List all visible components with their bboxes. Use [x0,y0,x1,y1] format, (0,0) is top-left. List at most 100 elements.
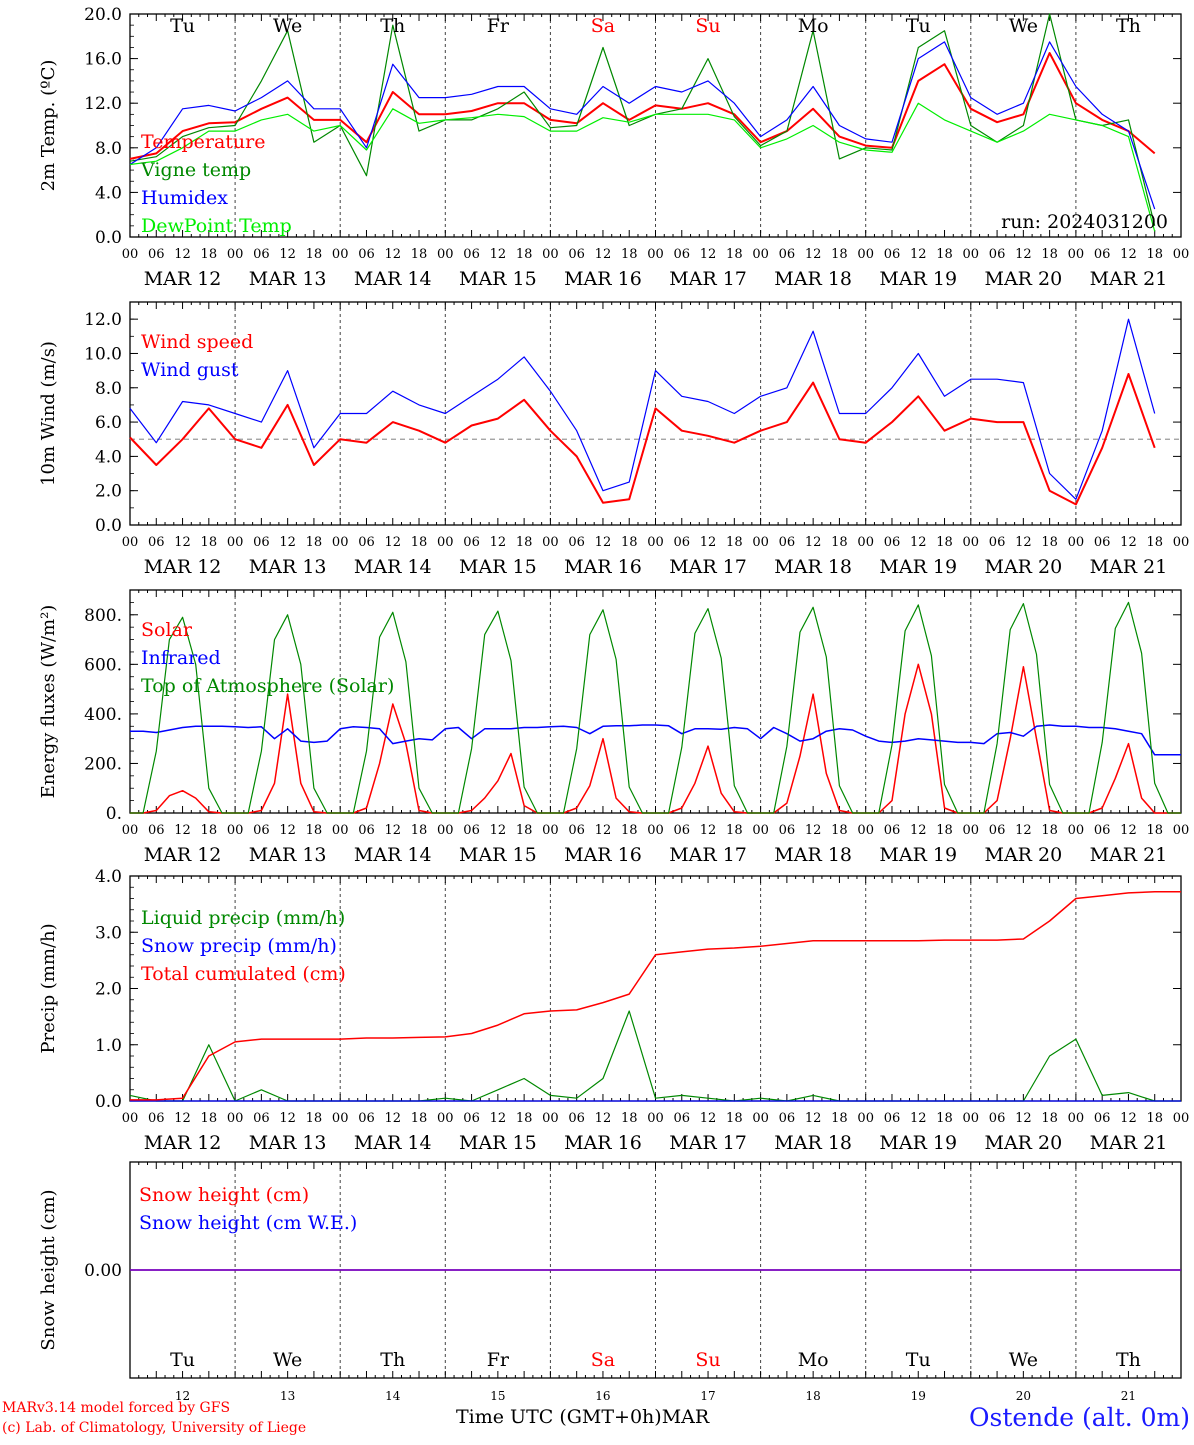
date-label: MAR 20 [984,844,1062,866]
hour-tick-label: 00 [227,1111,244,1126]
hour-tick-label: 00 [857,247,874,262]
hour-tick-label: 18 [411,1111,428,1126]
day-number-label: 13 [280,1389,295,1403]
weekday-label: Fr [487,1349,510,1371]
series-line [129,373,1156,506]
hour-tick-label: 18 [516,247,533,262]
hour-tick-label: 00 [332,823,349,838]
hour-tick-label: 12 [490,823,507,838]
hour-tick-label: 00 [963,535,980,550]
hour-tick-label: 12 [595,247,612,262]
date-label: MAR 12 [144,268,222,290]
hour-tick-label: 18 [831,823,848,838]
y-tick-label: 3.0 [95,923,122,943]
hour-tick-label: 00 [542,823,559,838]
run-annotation: run: 2024031200 [1001,211,1168,233]
weekday-label: Sa [591,1349,615,1371]
legend-entry: Snow precip (mm/h) [141,935,337,957]
y-tick-label: 600. [84,655,122,675]
date-label: MAR 20 [984,268,1062,290]
hour-tick-label: 00 [332,1111,349,1126]
hour-tick-label: 18 [201,1111,218,1126]
hour-tick-label: 06 [568,247,585,262]
weekday-label: We [1009,15,1038,37]
date-label: MAR 16 [564,556,642,578]
hour-tick-label: 00 [963,823,980,838]
weekday-label: Mo [798,15,829,37]
date-label: MAR 18 [774,268,852,290]
date-label: MAR 13 [249,844,327,866]
hour-tick-label: 00 [963,1111,980,1126]
date-label: MAR 21 [1090,1132,1168,1154]
hour-tick-label: 18 [201,535,218,550]
y-tick-label: 0.0 [95,1092,122,1112]
hour-tick-label: 18 [726,1111,743,1126]
hour-tick-label: 00 [1068,823,1085,838]
hour-tick-label: 18 [831,1111,848,1126]
hour-tick-label: 06 [1094,823,1111,838]
date-label: MAR 17 [669,556,747,578]
date-label: MAR 16 [564,1132,642,1154]
hour-tick-label: 12 [279,823,296,838]
hour-tick-label: 06 [779,823,796,838]
hour-tick-label: 00 [542,535,559,550]
hour-tick-label: 12 [805,247,822,262]
weekday-label: Mo [798,1349,829,1371]
date-label: MAR 16 [564,844,642,866]
hour-tick-label: 06 [1094,1111,1111,1126]
date-label: MAR 20 [984,1132,1062,1154]
hour-tick-label: 00 [1173,823,1190,838]
hour-tick-label: 18 [201,247,218,262]
y-axis-label: 10m Wind (m/s) [38,341,59,486]
hour-tick-label: 18 [1041,823,1058,838]
hour-tick-label: 00 [1068,535,1085,550]
hour-tick-label: 00 [752,535,769,550]
x-axis-title: Time UTC (GMT+0h)MAR [456,1406,709,1428]
hour-tick-label: 00 [1173,247,1190,262]
hour-tick-label: 06 [358,1111,375,1126]
series-line [130,724,1181,756]
hour-tick-label: 12 [1015,1111,1032,1126]
hour-tick-label: 06 [779,535,796,550]
date-label: MAR 17 [669,1132,747,1154]
y-tick-label: 12.0 [84,94,122,114]
day-number-label: 17 [700,1389,715,1403]
hour-tick-label: 06 [884,823,901,838]
hour-tick-label: 12 [490,247,507,262]
hour-tick-label: 18 [936,535,953,550]
hour-tick-label: 00 [1068,1111,1085,1126]
hour-tick-label: 18 [726,823,743,838]
site-name: Ostende (alt. 0m) [969,1403,1190,1432]
hour-tick-label: 18 [306,823,323,838]
panel-frame [129,589,1182,814]
hour-tick-label: 12 [279,535,296,550]
date-label: MAR 13 [249,1132,327,1154]
hour-tick-label: 12 [1120,823,1137,838]
day-number-label: 21 [1121,1389,1136,1403]
date-label: MAR 19 [879,556,957,578]
date-label: MAR 15 [459,556,537,578]
x-axis-month: MAR [661,1406,710,1428]
hour-tick-label: 06 [779,247,796,262]
y-tick-label: 6.0 [95,413,122,433]
weekday-label: Th [380,15,405,37]
date-label: MAR 15 [459,268,537,290]
hour-tick-label: 18 [1146,823,1163,838]
hour-tick-label: 06 [674,247,691,262]
hour-tick-label: 12 [279,1111,296,1126]
hour-tick-label: 06 [674,535,691,550]
hour-tick-label: 06 [989,823,1006,838]
hour-tick-label: 18 [831,247,848,262]
hour-tick-label: 18 [201,823,218,838]
hour-tick-label: 06 [989,1111,1006,1126]
hour-tick-label: 06 [884,1111,901,1126]
hour-tick-label: 00 [647,1111,664,1126]
date-label: MAR 14 [354,1132,432,1154]
hour-tick-label: 12 [384,247,401,262]
copyright-credit: (c) Lab. of Climatology, University of L… [2,1420,307,1436]
y-tick-label: 16.0 [84,50,122,70]
hour-tick-label: 18 [936,247,953,262]
hour-tick-label: 18 [516,823,533,838]
hour-tick-label: 06 [148,535,165,550]
y-tick-label: 4.0 [95,183,122,203]
